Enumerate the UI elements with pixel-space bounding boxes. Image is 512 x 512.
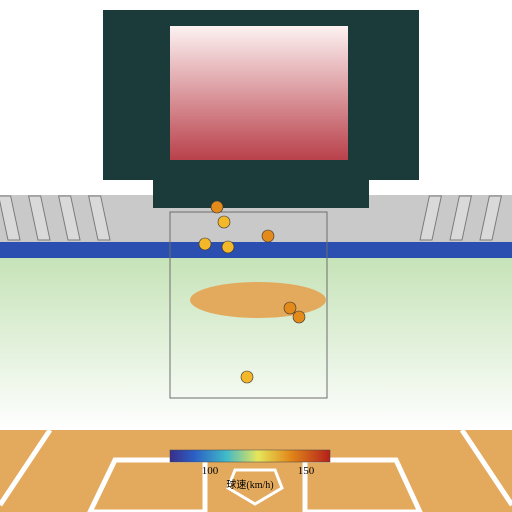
- pitch-point: [218, 216, 230, 228]
- legend-tick: 150: [298, 465, 315, 477]
- pitch-point: [222, 241, 234, 253]
- scoreboard-base: [153, 180, 369, 208]
- legend-label: 球速(km/h): [226, 478, 273, 491]
- pitchers-mound: [190, 282, 326, 318]
- outfield-wall: [0, 242, 512, 258]
- legend-tick: 100: [202, 465, 219, 477]
- pitch-point: [284, 302, 296, 314]
- pitch-point: [293, 311, 305, 323]
- pitch-point: [241, 371, 253, 383]
- pitch-point: [199, 238, 211, 250]
- scoreboard-screen: [170, 26, 348, 160]
- pitch-point: [262, 230, 274, 242]
- speed-legend-bar: [170, 450, 330, 462]
- pitch-point: [211, 201, 223, 213]
